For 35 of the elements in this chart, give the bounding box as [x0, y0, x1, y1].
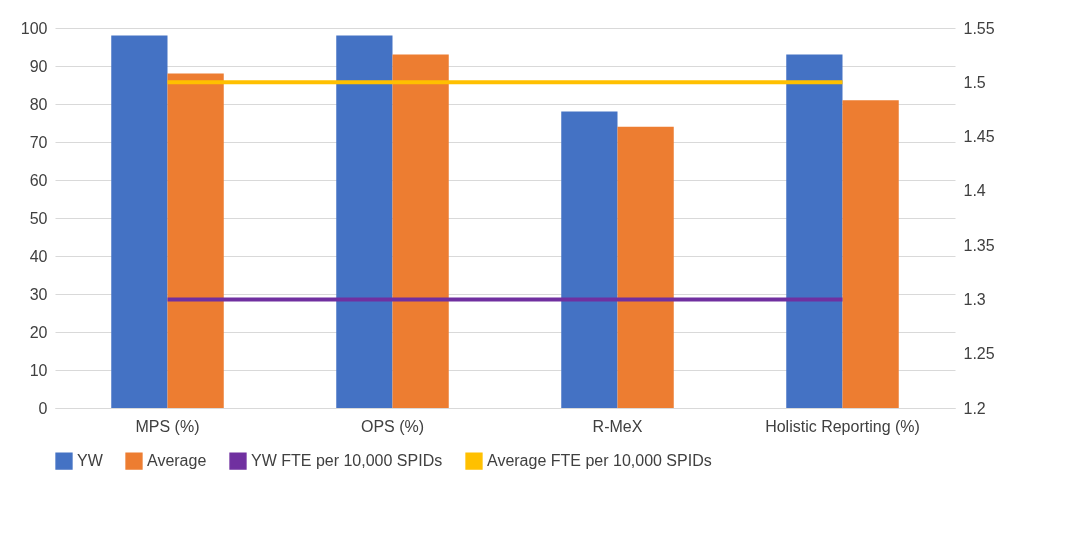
y-tick-label: 50 [29, 209, 48, 227]
bar [336, 35, 393, 408]
y-tick-label: 30 [29, 285, 48, 303]
legend-label: Average FTE per 10,000 SPIDs [487, 452, 712, 470]
legend-label: YW FTE per 10,000 SPIDs [251, 452, 443, 470]
bar [842, 100, 899, 408]
y-tick-label: 80 [29, 95, 48, 113]
x-tick-label: R-MeX [592, 417, 643, 435]
y2-tick-label: 1.45 [963, 128, 995, 146]
x-tick-label: OPS (%) [360, 417, 425, 435]
y2-tick-label: 1.35 [963, 236, 995, 254]
legend-label: YW [77, 452, 104, 470]
y-tick-label: 40 [29, 247, 48, 265]
y-tick-label: 0 [38, 399, 48, 417]
x-tick-label: MPS (%) [135, 417, 200, 435]
bar [561, 111, 618, 408]
x-tick-label: Holistic Reporting (%) [765, 417, 920, 435]
y-tick-label: 70 [29, 133, 48, 151]
y2-tick-label: 1.4 [963, 182, 986, 200]
bar [786, 54, 843, 408]
y2-tick-label: 1.3 [963, 290, 986, 308]
bar [167, 73, 224, 408]
y2-tick-label: 1.55 [963, 19, 995, 37]
y-tick-label: 100 [20, 19, 48, 37]
y2-tick-label: 1.2 [963, 399, 986, 417]
bar [111, 35, 168, 408]
y2-tick-label: 1.5 [963, 73, 986, 91]
bar [617, 126, 674, 408]
bar [392, 54, 449, 408]
y2-tick-label: 1.25 [963, 345, 995, 363]
y-tick-label: 10 [29, 361, 48, 379]
y-tick-label: 90 [29, 57, 48, 75]
y-tick-label: 20 [29, 323, 48, 341]
y-tick-label: 60 [29, 171, 48, 189]
legend-label: Average [147, 452, 207, 470]
